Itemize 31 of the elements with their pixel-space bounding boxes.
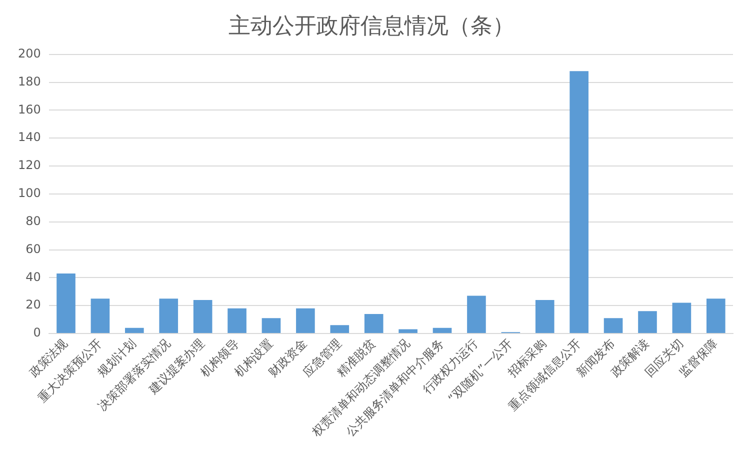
bar [432, 328, 452, 333]
y-tick-label: 180 [18, 74, 41, 88]
bar [56, 273, 76, 333]
y-tick-label: 0 [33, 326, 41, 340]
y-tick-label: 80 [26, 214, 41, 228]
bar [90, 298, 110, 333]
bar [262, 318, 281, 333]
bar [638, 311, 657, 333]
bar [159, 298, 178, 333]
bar [296, 308, 315, 333]
y-tick-label: 160 [18, 102, 41, 116]
bar [604, 318, 623, 333]
bar [570, 71, 588, 333]
y-tick-label: 140 [18, 130, 41, 144]
bar [535, 300, 554, 333]
y-tick-label: 40 [26, 270, 41, 284]
chart-title: 主动公开政府信息情况（条） [228, 14, 514, 39]
bar [330, 325, 350, 333]
y-tick-label: 20 [26, 298, 41, 312]
y-tick-label: 200 [18, 46, 41, 61]
bar [706, 298, 726, 333]
y-tick-label: 60 [26, 242, 41, 256]
bar [364, 314, 384, 333]
bar [672, 302, 692, 333]
bar [467, 296, 486, 333]
bar [125, 328, 144, 333]
y-tick-label: 100 [18, 186, 41, 200]
bar [193, 300, 212, 333]
y-tick-label: 120 [18, 158, 41, 172]
bar [228, 308, 246, 333]
bar [398, 329, 418, 333]
